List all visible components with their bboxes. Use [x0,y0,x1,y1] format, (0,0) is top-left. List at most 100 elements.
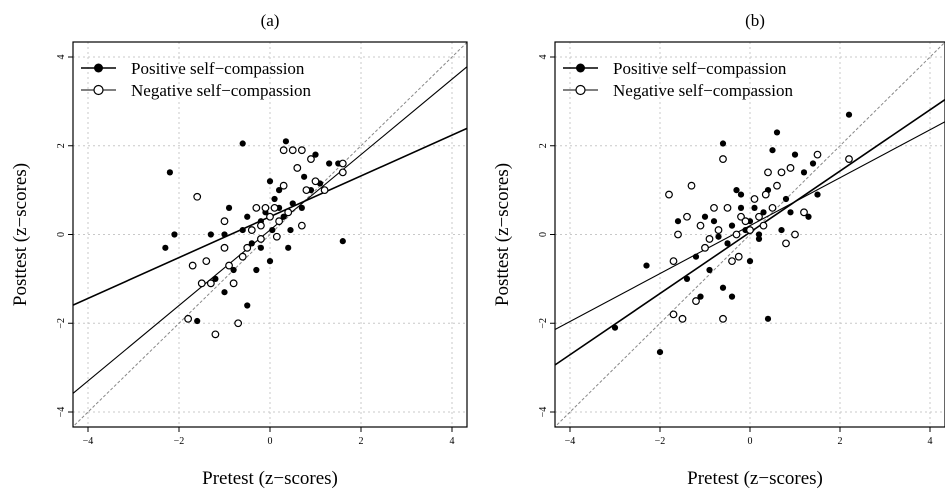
point-negative [206,279,215,288]
point-positive [280,213,287,220]
y-tick-label: 0 [538,232,549,237]
fit-line-negative [555,121,945,331]
legend-label: Positive self−compassion [131,59,305,78]
y-tick-label: 2 [56,143,67,148]
point-positive [746,258,754,265]
point-negative [188,261,197,270]
point-negative [741,217,750,226]
point-positive [751,204,758,211]
point-negative [768,203,777,212]
point-positive [773,129,781,136]
legend-label: Negative self−compassion [613,81,794,100]
point-positive [737,191,745,198]
point-positive [285,244,292,251]
point-positive [724,240,731,247]
legend-marker [576,63,585,73]
point-negative [786,164,795,172]
point-positive [719,284,727,291]
point-positive [737,204,745,211]
reference-line [73,42,467,427]
point-positive [769,147,776,154]
point-negative [243,243,252,252]
point-negative [288,146,297,155]
point-positive [239,140,246,147]
point-negative [211,330,220,339]
point-positive [301,173,308,180]
point-positive [715,233,722,240]
point-positive [287,226,294,234]
point-negative [338,168,347,177]
panel-title: (a) [261,11,280,30]
point-positive [257,244,264,251]
point-negative [728,257,736,266]
x-tick-label: −2 [174,436,185,447]
y-tick-label: 4 [538,55,549,60]
point-positive [221,289,228,296]
point-negative [683,212,691,221]
point-positive [326,160,333,167]
panel-title: (b) [745,11,765,30]
point-positive [787,209,794,216]
point-positive [782,195,790,203]
point-negative [279,181,288,190]
point-positive [253,266,260,274]
point-negative [701,243,709,252]
point-negative [845,155,853,163]
point-positive [809,160,817,167]
point-negative [238,252,247,261]
legend-marker [94,63,103,73]
point-negative [220,217,229,226]
point-positive [805,213,812,220]
point-positive [194,317,201,325]
point-positive [244,213,251,220]
point-negative [761,190,770,199]
point-positive [171,231,178,238]
panel-b: −4 −2 0 2 4 −4 −2 0 2 4 (b) Pretest (z−scores) Postt… [492,11,945,489]
point-positive [289,200,296,207]
point-negative [773,181,781,190]
point-negative [293,164,302,172]
x-tick-label: −4 [565,436,576,447]
point-negative [669,310,678,319]
point-positive [221,231,228,238]
point-negative [257,235,265,243]
legend-entry-negative: Negative self−compassion [81,81,312,100]
point-negative [791,230,799,239]
point-negative [247,226,256,234]
point-negative [257,221,265,230]
y-axis-label: Posttest (z−scores) [492,163,513,306]
point-positive [755,231,763,238]
point-positive [719,140,727,147]
point-negative [710,203,718,212]
point-positive [266,258,274,265]
point-negative [279,146,288,155]
y-tick-label: −2 [56,318,67,329]
point-positive [282,138,290,145]
point-positive [701,213,709,220]
point-negative [696,221,705,230]
point-positive [692,253,700,260]
point-negative [202,257,211,266]
x-tick-label: 4 [928,436,933,447]
x-tick-label: 2 [359,436,364,447]
x-tick-label: 0 [748,436,753,447]
point-negative [665,190,673,199]
point-negative [813,150,822,159]
y-axis-label: Posttest (z−scores) [10,163,31,306]
y-tick-label: −4 [56,407,67,418]
point-negative [714,226,723,234]
point-negative [737,212,745,221]
point-positive [800,169,808,176]
point-negative [284,208,293,217]
point-negative [225,261,233,270]
point-positive [298,204,305,211]
point-negative [782,239,790,248]
legend-label: Negative self−compassion [131,81,312,100]
point-positive [207,231,214,238]
point-negative [674,230,682,239]
point-negative [755,212,763,221]
point-positive [162,244,169,251]
point-positive [266,178,274,185]
point-positive [271,195,278,203]
point-negative [732,230,741,239]
